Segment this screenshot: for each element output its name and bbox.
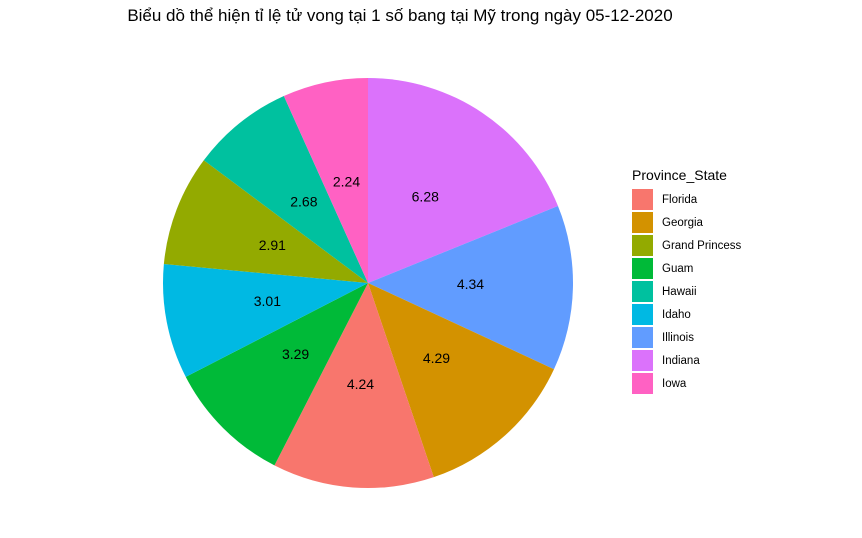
data-label-indiana: 6.28	[412, 189, 439, 205]
legend-label: Indiana	[662, 354, 700, 367]
legend-item-illinois: Illinois	[632, 326, 741, 349]
pie-data-labels: 6.28 4.34 4.29 4.24 3.29 3.01 2.91 2.68 2.24	[254, 173, 485, 391]
legend-item-georgia: Georgia	[632, 211, 741, 234]
slice-hawaii	[203, 96, 368, 283]
data-label-florida: 4.24	[347, 376, 374, 392]
slice-indiana	[368, 78, 558, 283]
legend-label: Illinois	[662, 331, 694, 344]
legend-item-guam: Guam	[632, 257, 741, 280]
legend-item-grand-princess: Grand Princess	[632, 234, 741, 257]
legend-swatch	[632, 304, 653, 325]
legend-swatch	[632, 212, 653, 233]
legend-label: Grand Princess	[662, 239, 742, 252]
legend-label: Georgia	[662, 216, 703, 229]
data-label-idaho: 3.01	[254, 293, 281, 309]
data-label-guam: 3.29	[282, 346, 309, 362]
legend-swatch	[632, 258, 653, 279]
chart-title: Biểu dồ thể hiện tỉ lệ tử vong tại 1 số …	[127, 6, 673, 25]
data-label-iowa: 2.24	[333, 173, 360, 189]
legend-item-idaho: Idaho	[632, 303, 741, 326]
legend: Province_State Florida Georgia Grand Princ…	[632, 167, 741, 395]
legend-label: Iowa	[662, 377, 687, 390]
legend-label: Guam	[662, 262, 694, 275]
legend-items: Florida Georgia Grand Princess Guam Hawaii Id…	[632, 188, 741, 395]
legend-title: Province_State	[632, 167, 727, 183]
slice-illinois	[368, 205, 573, 370]
legend-swatch	[632, 373, 653, 394]
legend-item-hawaii: Hawaii	[632, 280, 741, 303]
legend-swatch	[632, 327, 653, 348]
slice-florida	[274, 283, 434, 488]
legend-swatch	[632, 281, 653, 302]
data-label-illinois: 4.34	[457, 276, 484, 292]
legend-label: Idaho	[662, 308, 691, 321]
slice-idaho	[163, 264, 368, 377]
legend-label: Hawaii	[662, 285, 697, 298]
slice-iowa	[283, 78, 368, 283]
legend-swatch	[632, 189, 653, 210]
legend-item-florida: Florida	[632, 188, 741, 211]
slice-guam	[185, 283, 368, 466]
pie-slices	[163, 78, 573, 488]
legend-swatch	[632, 350, 653, 371]
data-label-georgia: 4.29	[423, 350, 450, 366]
legend-item-iowa: Iowa	[632, 372, 741, 395]
legend-label: Florida	[662, 193, 698, 206]
data-label-grand-princess: 2.91	[259, 237, 286, 253]
data-label-hawaii: 2.68	[290, 194, 317, 210]
slice-grand-princess	[163, 160, 368, 283]
legend-item-indiana: Indiana	[632, 349, 741, 372]
legend-swatch	[632, 235, 653, 256]
slice-georgia	[368, 283, 554, 478]
